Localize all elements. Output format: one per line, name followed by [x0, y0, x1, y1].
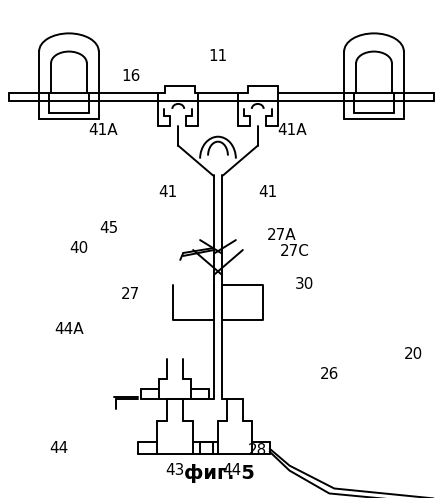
Text: 26: 26	[319, 366, 338, 382]
Text: 27: 27	[120, 287, 140, 302]
Text: 11: 11	[208, 48, 227, 64]
Text: 41A: 41A	[88, 124, 117, 138]
Text: 40: 40	[69, 240, 88, 256]
Text: 27C: 27C	[279, 244, 309, 260]
Text: 41: 41	[159, 185, 177, 200]
Text: 28: 28	[247, 443, 267, 458]
Text: 30: 30	[294, 278, 314, 292]
Text: 20: 20	[403, 347, 422, 362]
Text: 44A: 44A	[54, 322, 84, 337]
Text: 16: 16	[120, 68, 140, 84]
Text: 45: 45	[99, 220, 118, 236]
Text: 41: 41	[258, 185, 277, 200]
Text: 27A: 27A	[266, 228, 296, 242]
Text: 43: 43	[165, 463, 184, 478]
Text: 44: 44	[49, 441, 68, 456]
Text: фиг. 5: фиг. 5	[184, 464, 254, 483]
Text: 41A: 41A	[277, 124, 307, 138]
Text: 44: 44	[222, 463, 241, 478]
